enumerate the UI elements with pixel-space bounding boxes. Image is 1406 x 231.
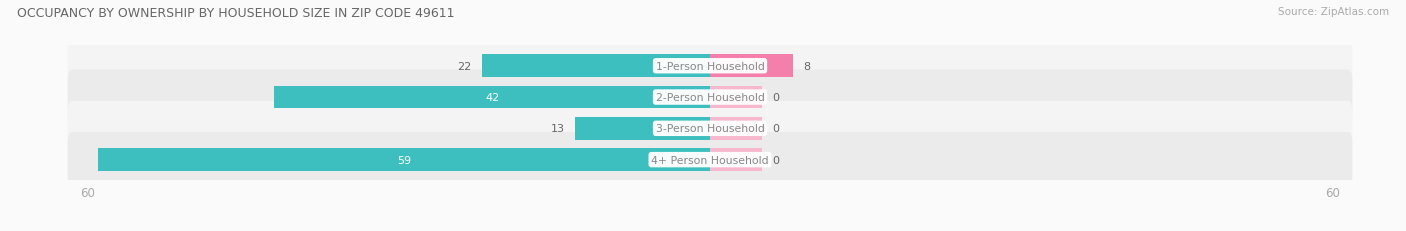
FancyBboxPatch shape bbox=[67, 133, 1353, 187]
Text: 8: 8 bbox=[803, 61, 810, 71]
Text: 0: 0 bbox=[772, 93, 779, 103]
Text: 42: 42 bbox=[485, 93, 499, 103]
Text: 2-Person Household: 2-Person Household bbox=[655, 93, 765, 103]
Text: 0: 0 bbox=[772, 155, 779, 165]
Bar bbox=[575, 118, 710, 140]
Text: Source: ZipAtlas.com: Source: ZipAtlas.com bbox=[1278, 7, 1389, 17]
Bar bbox=[710, 86, 762, 109]
Text: OCCUPANCY BY OWNERSHIP BY HOUSEHOLD SIZE IN ZIP CODE 49611: OCCUPANCY BY OWNERSHIP BY HOUSEHOLD SIZE… bbox=[17, 7, 454, 20]
Text: 4+ Person Household: 4+ Person Household bbox=[651, 155, 769, 165]
Bar bbox=[98, 149, 710, 171]
Text: 1-Person Household: 1-Person Household bbox=[655, 61, 765, 71]
Bar bbox=[482, 55, 710, 78]
FancyBboxPatch shape bbox=[67, 39, 1353, 94]
Text: 59: 59 bbox=[396, 155, 411, 165]
Bar bbox=[710, 118, 762, 140]
FancyBboxPatch shape bbox=[67, 70, 1353, 125]
Text: 22: 22 bbox=[457, 61, 471, 71]
Bar bbox=[710, 149, 762, 171]
Text: 3-Person Household: 3-Person Household bbox=[655, 124, 765, 134]
Bar bbox=[274, 86, 710, 109]
Text: 13: 13 bbox=[551, 124, 565, 134]
Text: 0: 0 bbox=[772, 124, 779, 134]
Bar bbox=[710, 55, 793, 78]
FancyBboxPatch shape bbox=[67, 101, 1353, 156]
